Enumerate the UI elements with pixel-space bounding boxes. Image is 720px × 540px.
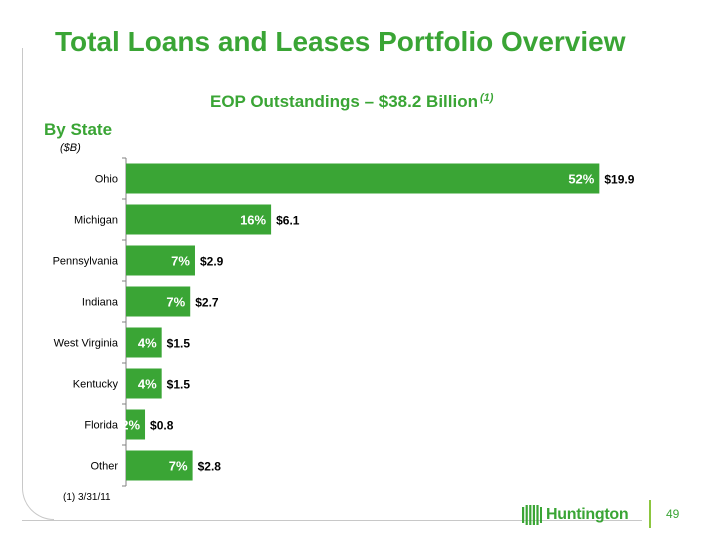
subtitle-footnote-marker: (1): [479, 92, 494, 104]
bar-value-label: $0.8: [150, 419, 174, 433]
bar: [126, 286, 191, 317]
bar-percent-label: 4%: [138, 336, 157, 351]
category-label: Ohio: [95, 174, 118, 186]
bar: [126, 368, 162, 399]
bar: [126, 327, 162, 358]
bar: [126, 204, 272, 235]
bar-value-label: $2.7: [195, 296, 219, 310]
huntington-logo-icon: [522, 505, 542, 525]
bar-percent-label: 52%: [568, 172, 594, 187]
bar: [126, 450, 193, 481]
category-label: Florida: [84, 420, 119, 432]
bar: [126, 245, 195, 276]
bar: [126, 409, 146, 440]
category-label: Indiana: [82, 297, 119, 309]
bar-percent-label: 4%: [138, 377, 157, 392]
units-label: ($B): [60, 142, 81, 154]
frame-left-line: [22, 48, 23, 488]
huntington-logo: Huntington: [522, 505, 629, 525]
category-label: Kentucky: [73, 379, 119, 391]
bar-percent-label: 7%: [171, 254, 190, 269]
brand-separator: [649, 500, 651, 528]
bar-percent-label: 7%: [166, 295, 185, 310]
category-label: Other: [90, 461, 118, 473]
bar-value-label: $2.9: [200, 255, 224, 269]
bar-percent-label: 7%: [169, 459, 188, 474]
bar-value-label: $19.9: [604, 173, 634, 187]
chart-subtitle: EOP Outstandings – $38.2 Billion (1): [210, 92, 493, 112]
bar-value-label: $1.5: [167, 378, 191, 392]
bar-percent-label: 2%: [121, 418, 140, 433]
slide-title: Total Loans and Leases Portfolio Overvie…: [55, 26, 626, 57]
category-label: Michigan: [74, 215, 118, 227]
bar: [126, 163, 600, 194]
brand-name: Huntington: [546, 506, 629, 523]
section-label: By State: [44, 120, 113, 139]
bar-percent-label: 16%: [240, 213, 266, 228]
category-label: Pennsylvania: [53, 256, 119, 268]
bar-value-label: $2.8: [198, 460, 222, 474]
frame-bottom-line: [22, 520, 642, 521]
category-label: West Virginia: [54, 338, 119, 350]
footnote: (1) 3/31/11: [63, 492, 111, 503]
chart-subtitle-text: EOP Outstandings – $38.2 Billion: [210, 92, 478, 111]
bar-value-label: $6.1: [276, 214, 300, 228]
page-number: 49: [666, 507, 680, 521]
bar-value-label: $1.5: [167, 337, 191, 351]
